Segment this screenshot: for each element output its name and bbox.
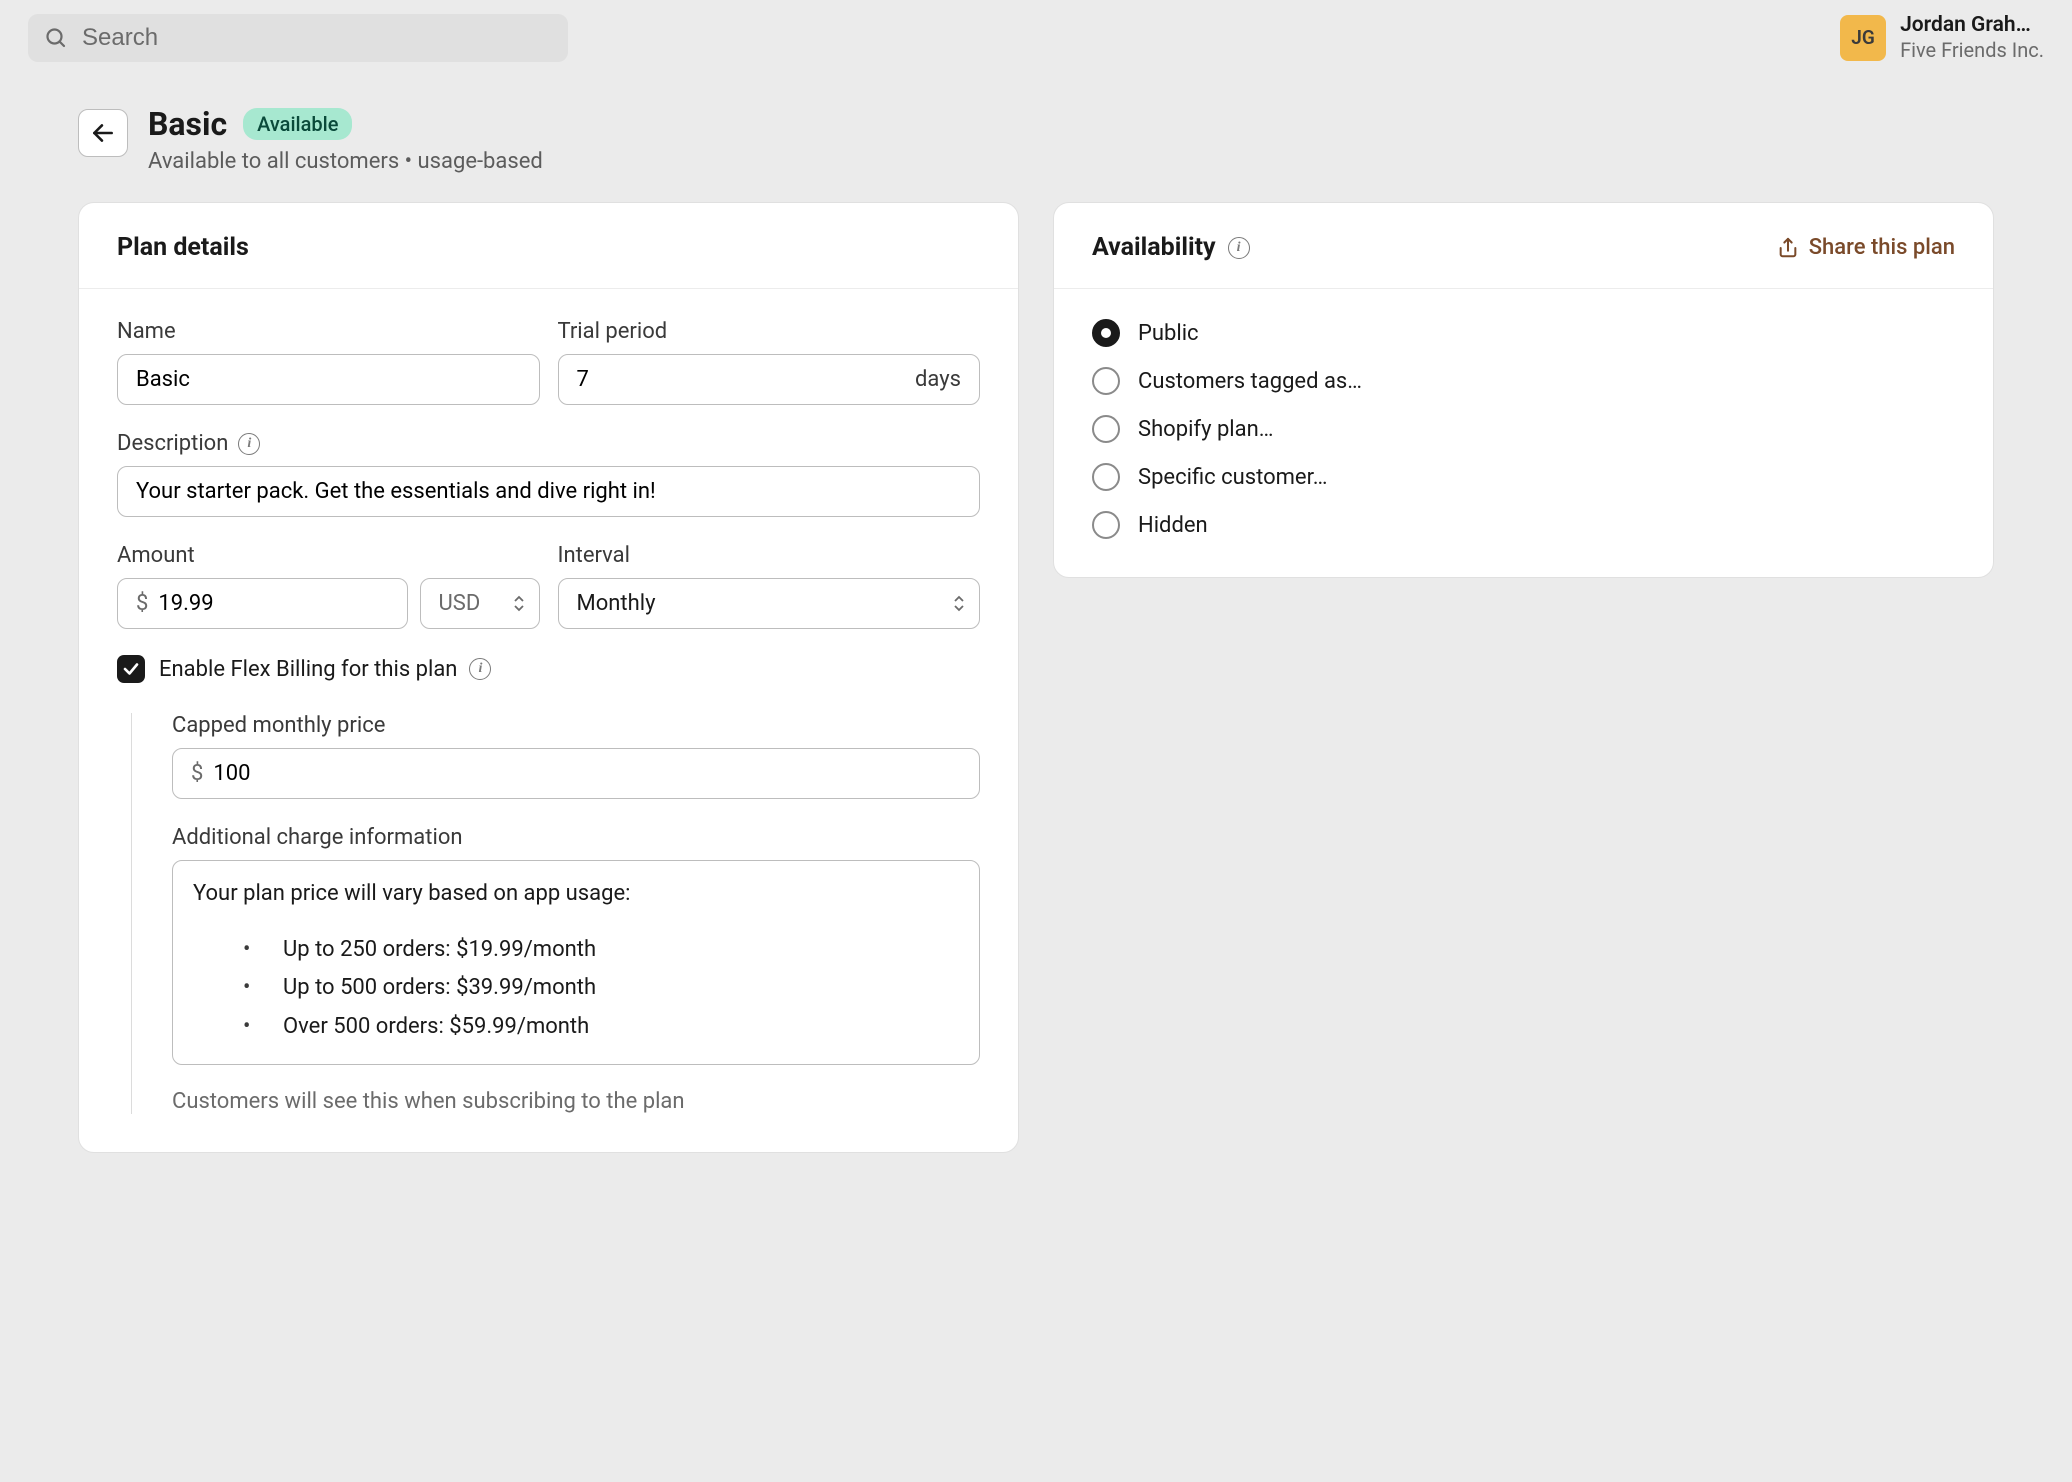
currency-prefix: $: [191, 761, 203, 786]
back-button[interactable]: [78, 109, 128, 157]
additional-label: Additional charge information: [172, 825, 980, 850]
plan-details-title: Plan details: [117, 233, 249, 262]
availability-option-specific-customer[interactable]: Specific customer…: [1092, 463, 1955, 491]
additional-intro: Your plan price will vary based on app u…: [193, 877, 959, 911]
capped-input[interactable]: [213, 761, 961, 786]
additional-tier-list: Up to 250 orders: $19.99/month Up to 500…: [193, 933, 959, 1043]
radio-indicator: [1092, 319, 1120, 347]
share-icon: [1777, 237, 1799, 259]
user-company: Five Friends Inc.: [1900, 38, 2044, 63]
avatar: JG: [1840, 15, 1886, 61]
amount-label: Amount: [117, 543, 540, 568]
description-input-wrap[interactable]: [117, 466, 980, 517]
radio-label: Shopify plan…: [1138, 417, 1273, 442]
radio-label: Specific customer…: [1138, 465, 1327, 490]
trial-label: Trial period: [558, 319, 981, 344]
currency-value: USD: [439, 591, 481, 616]
info-icon[interactable]: i: [469, 658, 491, 680]
additional-textarea[interactable]: Your plan price will vary based on app u…: [172, 860, 980, 1064]
capped-label: Capped monthly price: [172, 713, 980, 738]
currency-prefix: $: [136, 591, 148, 616]
page-title: Basic: [148, 105, 227, 143]
radio-indicator: [1092, 463, 1120, 491]
share-plan-link[interactable]: Share this plan: [1777, 235, 1955, 260]
trial-input[interactable]: [577, 367, 906, 392]
interval-value: Monthly: [577, 591, 656, 616]
flex-billing-label: Enable Flex Billing for this plan i: [159, 657, 491, 682]
capped-input-wrap[interactable]: $: [172, 748, 980, 799]
name-input[interactable]: [136, 367, 521, 392]
name-label: Name: [117, 319, 540, 344]
availability-radio-group: Public Customers tagged as… Shopify plan…: [1092, 319, 1955, 539]
description-label: Description i: [117, 431, 980, 456]
tier-row: Over 500 orders: $59.99/month: [243, 1010, 959, 1044]
name-input-wrap[interactable]: [117, 354, 540, 405]
availability-option-hidden[interactable]: Hidden: [1092, 511, 1955, 539]
chevron-updown-icon: [953, 595, 965, 612]
radio-indicator: [1092, 415, 1120, 443]
radio-label: Hidden: [1138, 513, 1208, 538]
availability-card: Availability i Share this plan Public Cu…: [1053, 202, 1994, 578]
radio-indicator: [1092, 367, 1120, 395]
availability-option-public[interactable]: Public: [1092, 319, 1955, 347]
tier-row: Up to 500 orders: $39.99/month: [243, 971, 959, 1005]
arrow-left-icon: [90, 120, 116, 146]
availability-title: Availability i: [1092, 233, 1250, 262]
interval-label: Interval: [558, 543, 981, 568]
trial-suffix: days: [915, 367, 961, 392]
tier-row: Up to 250 orders: $19.99/month: [243, 933, 959, 967]
search-input[interactable]: [82, 24, 552, 52]
flex-billing-checkbox[interactable]: [117, 655, 145, 683]
additional-helper: Customers will see this when subscribing…: [172, 1089, 980, 1114]
user-menu[interactable]: JG Jordan Grah… Five Friends Inc.: [1840, 12, 2044, 63]
currency-select[interactable]: USD: [420, 578, 540, 629]
radio-label: Customers tagged as…: [1138, 369, 1362, 394]
user-name: Jordan Grah…: [1900, 12, 2044, 38]
chevron-updown-icon: [513, 595, 525, 612]
radio-indicator: [1092, 511, 1120, 539]
page-subtitle: Available to all customers • usage-based: [148, 149, 543, 174]
check-icon: [122, 660, 140, 678]
status-badge: Available: [243, 108, 352, 140]
trial-input-wrap[interactable]: days: [558, 354, 981, 405]
search-container[interactable]: [28, 14, 568, 62]
amount-input[interactable]: [158, 591, 388, 616]
search-icon: [44, 26, 68, 50]
info-icon[interactable]: i: [238, 433, 260, 455]
interval-select[interactable]: Monthly: [558, 578, 981, 629]
radio-label: Public: [1138, 321, 1199, 346]
plan-details-card: Plan details Name Trial period days: [78, 202, 1019, 1152]
availability-option-shopify-plan[interactable]: Shopify plan…: [1092, 415, 1955, 443]
info-icon[interactable]: i: [1228, 237, 1250, 259]
amount-input-wrap[interactable]: $: [117, 578, 408, 629]
description-input[interactable]: [136, 479, 961, 504]
availability-option-tagged[interactable]: Customers tagged as…: [1092, 367, 1955, 395]
